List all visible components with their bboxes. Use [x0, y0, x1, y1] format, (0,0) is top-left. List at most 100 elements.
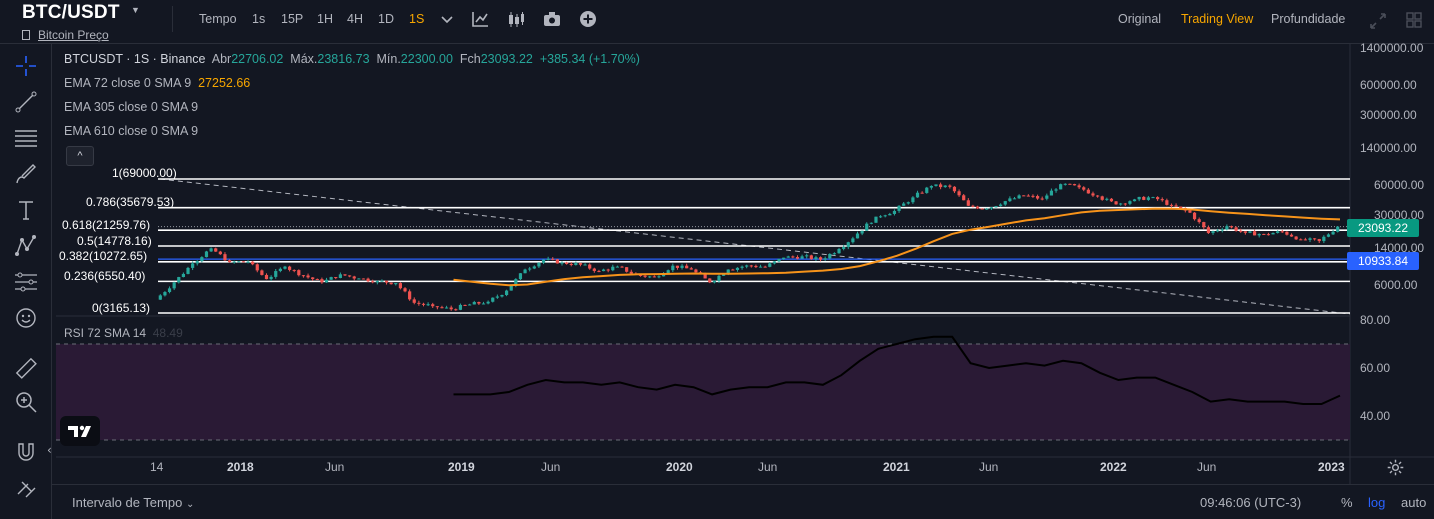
candle-body [1271, 233, 1275, 235]
candle-body [477, 302, 481, 304]
candle-body [1211, 231, 1215, 234]
candle-body [408, 291, 412, 300]
chevron-down-icon: ⌄ [185, 499, 195, 510]
fib-label-1: 1(69000.00) [112, 166, 177, 180]
candle-body [1248, 231, 1252, 233]
candle-body [209, 248, 213, 252]
candle-body [1206, 227, 1211, 234]
chevron-down-icon[interactable] [441, 15, 453, 25]
interval-1h[interactable]: 1H [317, 12, 333, 26]
trend-line-icon[interactable] [14, 90, 38, 114]
candle-body [1202, 222, 1206, 228]
candle-body [269, 276, 273, 280]
interval-4h[interactable]: 4H [347, 12, 363, 26]
candle-body [167, 288, 172, 293]
legend-pair[interactable]: BTCUSDT · 1S · Binance [64, 52, 206, 66]
price-axis-label: 60000.00 [1374, 178, 1425, 192]
candle-body [625, 267, 629, 272]
candle-body [1317, 239, 1321, 242]
candles-icon[interactable] [507, 10, 525, 28]
candle-body [1123, 203, 1127, 205]
candle-body [1276, 231, 1280, 234]
candle-body [1054, 189, 1058, 191]
brush-icon[interactable] [14, 162, 38, 186]
lock-icon[interactable] [14, 476, 38, 500]
magnet-icon[interactable] [14, 440, 38, 464]
coin-info-label[interactable]: Bitcoin Preço [38, 28, 109, 42]
ema-legend-2[interactable]: EMA 305 close 0 SMA 9 [64, 100, 198, 114]
candle-body [1252, 231, 1257, 236]
ema-legend-1[interactable]: EMA 72 close 0 SMA 9 27252.66 [64, 76, 250, 90]
candle-body [749, 265, 753, 267]
view-original[interactable]: Original [1118, 12, 1162, 26]
collapse-legend-button[interactable]: ^ [66, 146, 94, 166]
zoom-icon[interactable] [14, 390, 38, 414]
candle-body [906, 202, 910, 204]
candle-body [186, 267, 190, 274]
candle-body [412, 299, 416, 303]
ruler-icon[interactable] [14, 356, 38, 380]
percent-toggle[interactable]: % [1341, 495, 1353, 510]
time-range-button[interactable]: Intervalo de Tempo ⌄ [72, 495, 194, 510]
interval-1s[interactable]: 1s [252, 12, 266, 26]
candle-body [948, 185, 952, 187]
candle-body [274, 271, 278, 277]
crosshair-icon[interactable] [14, 54, 38, 78]
candle-body [1049, 190, 1054, 196]
legend-open: 22706.02 [231, 52, 284, 66]
candle-body [204, 251, 209, 258]
interval-tempo[interactable]: Tempo [199, 12, 237, 26]
candle-body [1137, 196, 1141, 200]
rsi-legend[interactable]: RSI 72 SMA 14 48.49 [64, 326, 183, 340]
view-trading-view[interactable]: Trading View [1181, 12, 1254, 26]
candle-body [689, 268, 693, 270]
prediction-icon[interactable] [14, 270, 38, 294]
candle-body [652, 276, 656, 278]
rsi-background-band [56, 344, 1350, 440]
candle-body [865, 223, 869, 231]
ema-legend-3[interactable]: EMA 610 close 0 SMA 9 [64, 124, 198, 138]
ema-72-label: EMA 72 close 0 SMA 9 [64, 76, 192, 90]
log-toggle[interactable]: log [1368, 495, 1386, 510]
add-icon[interactable] [579, 10, 597, 28]
candle-body [1234, 227, 1238, 231]
candle-body [491, 297, 495, 302]
camera-icon[interactable] [543, 10, 561, 28]
auto-toggle[interactable]: auto [1401, 495, 1427, 510]
price-axis-label: 6000.00 [1374, 278, 1418, 292]
pattern-icon[interactable] [14, 234, 38, 258]
candle-body [431, 304, 435, 307]
candle-body [805, 255, 809, 257]
price-axis-label: 600000.00 [1360, 78, 1417, 92]
candle-body [218, 251, 222, 255]
candle-body [620, 266, 624, 268]
candle-body [1179, 206, 1183, 209]
horizontal-lines-icon[interactable] [14, 126, 38, 150]
candle-body [735, 267, 740, 271]
coin-info-link[interactable]: Bitcoin Preço [22, 28, 109, 42]
candle-body [504, 290, 509, 296]
fullscreen-icon[interactable] [1369, 12, 1387, 30]
candle-body [902, 203, 906, 206]
emoji-icon[interactable] [14, 306, 38, 330]
candle-body [726, 269, 730, 275]
candle-body [264, 274, 269, 280]
tradingview-logo[interactable] [60, 416, 100, 446]
interval-1d[interactable]: 1D [378, 12, 394, 26]
layout-icon[interactable] [1406, 12, 1422, 28]
text-icon[interactable] [14, 198, 38, 222]
candle-body [260, 270, 264, 275]
candle-body [1289, 234, 1294, 237]
interval-15p[interactable]: 15P [281, 12, 304, 26]
pair-dropdown-icon[interactable]: ▼ [131, 5, 140, 15]
time-axis-label: 2020 [666, 460, 693, 474]
pair-title[interactable]: BTC/USDT [22, 2, 120, 23]
candle-body [232, 261, 236, 263]
interval-1s-week[interactable]: 1S [409, 12, 425, 26]
view-depth[interactable]: Profundidade [1271, 12, 1346, 26]
indicators-icon[interactable] [471, 10, 489, 28]
candle-body [417, 302, 421, 304]
clock-timezone[interactable]: 09:46:06 (UTC-3) [1200, 495, 1302, 510]
settings-gear-icon[interactable] [1387, 459, 1404, 476]
